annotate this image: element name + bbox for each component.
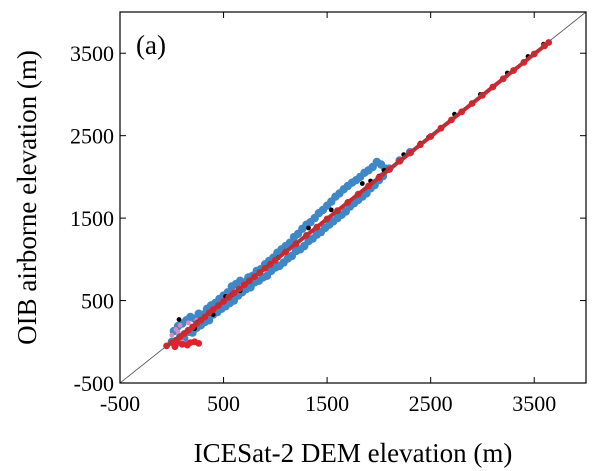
data-point — [185, 320, 191, 326]
x-axis-label: ICESat-2 DEM elevation (m) — [194, 438, 513, 468]
x-tick-label: 1500 — [305, 391, 349, 416]
data-point — [195, 340, 203, 347]
y-tick-label: -500 — [74, 371, 114, 396]
data-point — [169, 332, 175, 338]
red-series-line — [165, 40, 550, 348]
y-tick-label: 500 — [81, 289, 114, 314]
x-tick-label: 3500 — [512, 391, 556, 416]
x-tick-label: 500 — [207, 391, 240, 416]
y-tick-label: 1500 — [70, 206, 114, 231]
axes-frame — [119, 11, 587, 384]
data-point — [175, 329, 181, 335]
one-to-one-reference-line — [119, 11, 587, 384]
reference-line-layer — [119, 11, 587, 384]
x-tick-label: 2500 — [409, 391, 453, 416]
x-tick-label: -500 — [100, 391, 140, 416]
tick-layer: -500 500 1500 2500 3500 -500 500 1500 2500 3500 — [70, 12, 586, 416]
data-point — [183, 341, 191, 349]
data-point — [178, 340, 186, 348]
y-tick-label: 3500 — [70, 41, 114, 66]
data-point — [328, 207, 334, 213]
panel-label: (a) — [136, 30, 166, 60]
data-point — [176, 317, 182, 322]
data-point — [177, 322, 183, 328]
data-point — [359, 181, 365, 186]
y-axis-label: OIB airborne elevation (m) — [12, 50, 42, 345]
data-point — [306, 225, 311, 231]
y-tick-label: 2500 — [70, 124, 114, 149]
data-point — [171, 343, 179, 351]
